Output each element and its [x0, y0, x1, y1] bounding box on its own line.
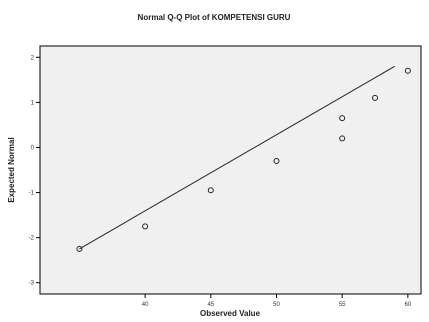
y-tick-label: -2: [29, 236, 35, 242]
x-tick-label: 50: [273, 302, 280, 308]
x-tick-label: 55: [339, 302, 346, 308]
data-point: [339, 135, 346, 142]
y-axis-ticks: -3 -2 -1 0 1 2: [29, 55, 40, 287]
data-point: [142, 223, 149, 230]
y-tick-label: 0: [31, 145, 35, 151]
y-tick-label: -3: [29, 281, 35, 287]
x-tick-label: 60: [405, 302, 412, 308]
data-point: [404, 67, 411, 74]
y-tick-label: 1: [31, 100, 35, 106]
y-axis-title: Expected Normal: [7, 137, 16, 202]
y-tick-label: 2: [31, 55, 35, 61]
data-point: [76, 245, 83, 252]
reference-line: [79, 65, 395, 250]
chart-title: Normal Q-Q Plot of KOMPETENSI GURU: [138, 13, 291, 22]
data-point: [372, 94, 379, 101]
data-point: [207, 187, 214, 194]
x-axis-ticks: 40 45 50 55 60: [142, 294, 412, 308]
plot-area: [39, 45, 422, 295]
data-point: [273, 157, 280, 164]
data-points: [76, 67, 411, 252]
y-tick-label: -1: [29, 191, 35, 197]
data-point: [339, 115, 346, 122]
x-tick-label: 45: [207, 302, 214, 308]
x-axis-title: Observed Value: [200, 309, 261, 318]
x-tick-label: 40: [142, 302, 149, 308]
